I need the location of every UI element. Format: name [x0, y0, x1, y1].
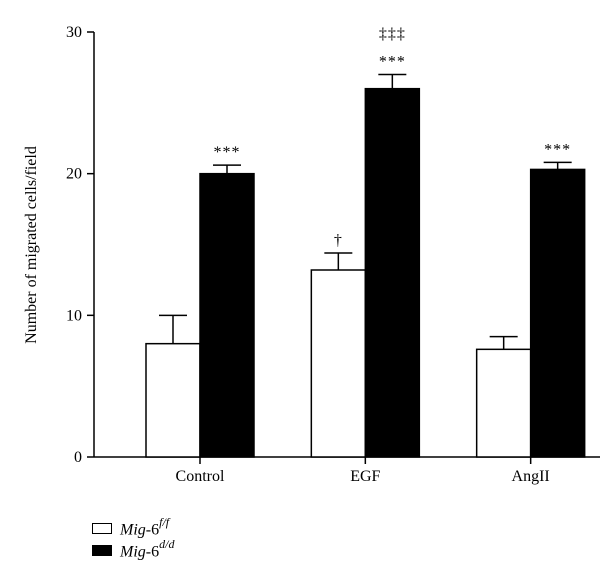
significance-label: ***: [379, 54, 406, 71]
legend-swatch-filled: [92, 544, 112, 556]
legend-label-series-1: Mig-6f/f: [120, 514, 170, 539]
legend-item-series-2: Mig-6d/d: [92, 536, 175, 561]
legend-item-series-1: Mig-6f/f: [92, 514, 174, 539]
legend: Mig-6f/f Mig-6d/d: [92, 514, 175, 561]
significance-label: †: [334, 232, 343, 249]
bars: [145, 73, 586, 458]
significance-label: ‡‡‡: [379, 26, 406, 43]
bar: [310, 269, 367, 458]
y-tick-label: 10: [66, 307, 82, 324]
x-tick-label: Control: [176, 468, 225, 485]
bar: [475, 348, 532, 458]
bar: [145, 342, 201, 458]
annotations: *** † *** *** ‡‡‡: [214, 26, 571, 250]
bar: [529, 168, 586, 458]
legend-label-series-2: Mig-6d/d: [120, 536, 175, 561]
bar: [364, 87, 421, 458]
significance-label: ***: [214, 144, 241, 161]
x-tick-label: AngII: [512, 468, 550, 485]
y-tick-label: 30: [66, 24, 82, 41]
y-tick-label: 0: [74, 449, 82, 466]
significance-label: ***: [544, 141, 571, 158]
x-tick-label: EGF: [350, 468, 380, 485]
legend-swatch-open: [92, 522, 112, 534]
y-tick-label: 20: [66, 166, 82, 183]
bar: [199, 172, 255, 458]
y-axis-label: Number of migrated cells/field: [23, 146, 40, 344]
